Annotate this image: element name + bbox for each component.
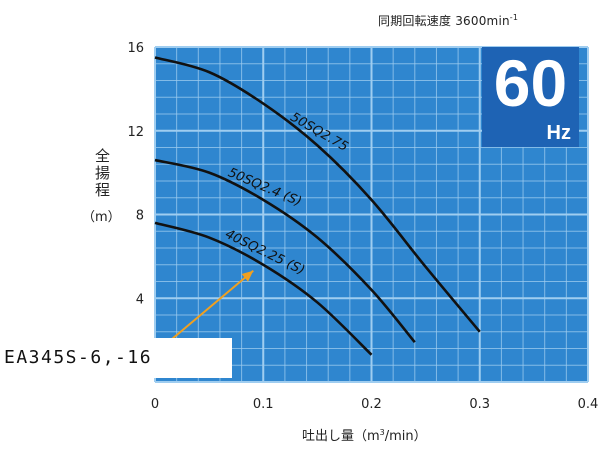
x-tick-label: 0.4 bbox=[578, 397, 598, 412]
frequency-value: 60 bbox=[493, 46, 568, 120]
annotation-arrow-head bbox=[241, 270, 254, 282]
frequency-unit: Hz bbox=[546, 122, 571, 144]
series-line bbox=[154, 221, 373, 356]
y-axis-label: 全揚程 bbox=[90, 148, 114, 199]
frequency-badge: 60 Hz bbox=[482, 46, 579, 147]
x-axis-title-suffix: /min） bbox=[384, 429, 427, 444]
model-label-box: EA345S-6,-16 bbox=[0, 338, 232, 378]
rotation-speed-text: 同期回転速度 3600min bbox=[378, 14, 510, 28]
y-axis-title: 全揚程 bbox=[93, 148, 111, 199]
annotation-arrow bbox=[171, 269, 254, 340]
x-tick-label: 0.1 bbox=[253, 397, 274, 412]
series-line bbox=[154, 158, 416, 344]
y-tick-label: 4 bbox=[136, 292, 144, 307]
x-tick-label: 0 bbox=[151, 397, 159, 412]
y-tick-label: 12 bbox=[127, 125, 144, 140]
rotation-speed-exponent: -1 bbox=[509, 13, 519, 22]
y-tick-label: 8 bbox=[136, 209, 144, 224]
x-tick-label: 0.3 bbox=[469, 397, 490, 412]
x-axis-title-prefix: 吐出し量（m bbox=[302, 429, 380, 444]
x-axis-label: 吐出し量（m3/min） bbox=[302, 425, 427, 444]
x-tick-label: 0.2 bbox=[361, 397, 382, 412]
rotation-speed-note: 同期回転速度 3600min-1 bbox=[378, 12, 518, 29]
series-line bbox=[154, 56, 481, 333]
x-axis-title-sup: 3 bbox=[379, 428, 385, 437]
model-label: EA345S-6,-16 bbox=[4, 347, 153, 368]
y-tick-label: 16 bbox=[127, 41, 144, 56]
tick-labels: 0 0.1 0.2 0.3 0.4 4 8 12 16 bbox=[127, 41, 598, 412]
y-axis-unit: （m） bbox=[82, 210, 121, 225]
annotation-arrow-line bbox=[171, 269, 254, 340]
